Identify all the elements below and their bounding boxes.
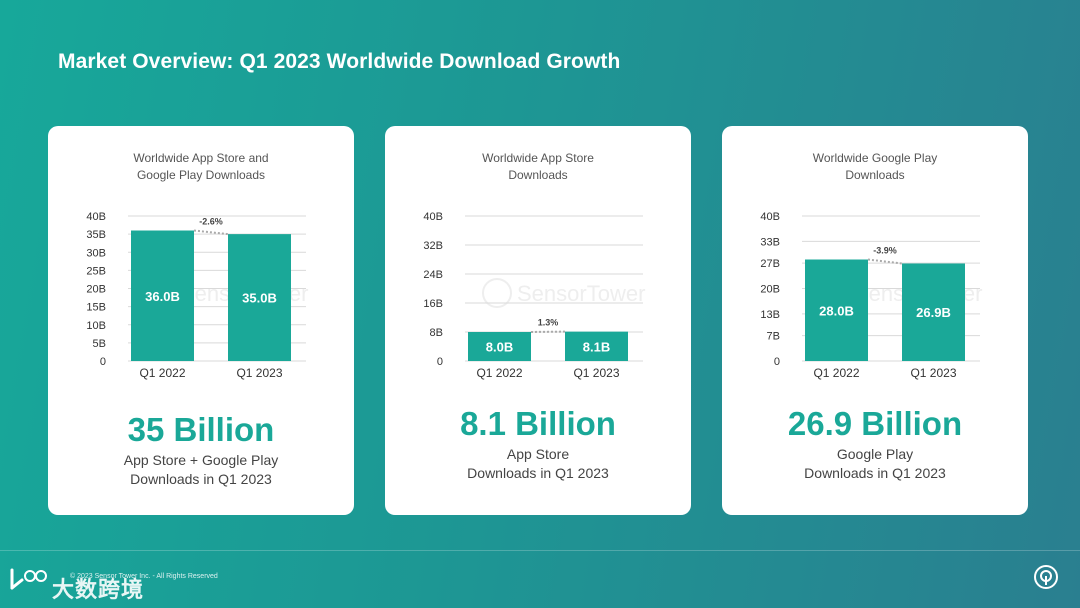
- change-connector: [193, 229, 229, 236]
- watermark-text: SensorTower: [517, 281, 645, 306]
- y-tick-label: 0: [100, 356, 106, 368]
- subtitle: Google Play Downloads in Q1 2023: [722, 445, 1028, 483]
- brand-logo-icon: [10, 568, 47, 590]
- page-title: Market Overview: Q1 2023 Worldwide Downl…: [58, 50, 621, 73]
- y-tick-label: 0: [774, 356, 780, 368]
- x-tick-label: Q1 2023: [910, 366, 956, 380]
- y-tick-label: 8B: [430, 327, 443, 339]
- change-label: -2.6%: [199, 217, 223, 227]
- subtitle: App Store + Google Play Downloads in Q1 …: [48, 451, 354, 489]
- watermark-icon: [482, 278, 512, 308]
- bar-data-label: 8.0B: [486, 340, 513, 355]
- chart-heading: Worldwide App Store Downloads: [385, 150, 691, 184]
- subtitle-line-1: App Store + Google Play: [123, 452, 279, 468]
- chart-heading-line-2: Downloads: [845, 168, 905, 182]
- bar-data-label: 8.1B: [583, 339, 610, 354]
- subtitle-line-2: Downloads in Q1 2023: [130, 471, 272, 487]
- chart-heading-line-1: Worldwide App Store: [482, 151, 594, 165]
- bar-data-label: 35.0B: [242, 291, 277, 306]
- big-number: 35 Billion: [127, 411, 275, 448]
- x-tick-label: Q1 2022: [139, 366, 185, 380]
- y-tick-label: 40B: [760, 211, 780, 223]
- chart-heading-line-1: Worldwide App Store and: [133, 151, 269, 165]
- change-label: -3.9%: [873, 246, 897, 256]
- chart-heading: Worldwide App Store and Google Play Down…: [48, 150, 354, 184]
- bar: [228, 234, 291, 361]
- y-tick-label: 20B: [86, 284, 106, 296]
- subtitle-line-2: Downloads in Q1 2023: [467, 465, 609, 481]
- bar-data-label: 36.0B: [145, 289, 180, 304]
- big-number: 8.1 Billion: [460, 405, 616, 442]
- subtitle-line-1: App Store: [506, 446, 570, 462]
- subtitle-line-1: Google Play: [836, 446, 914, 462]
- y-tick-label: 5B: [93, 338, 106, 350]
- chart-heading-line-2: Google Play Downloads: [136, 168, 266, 182]
- bar: [468, 332, 531, 361]
- bar: [902, 263, 965, 361]
- bar-data-label: 26.9B: [916, 305, 951, 320]
- y-tick-label: 0: [437, 356, 443, 368]
- y-tick-label: 7B: [767, 331, 780, 343]
- subtitle: App Store Downloads in Q1 2023: [385, 445, 691, 483]
- bar-data-label: 28.0B: [819, 303, 854, 318]
- sensor-tower-logo-icon: [1034, 565, 1058, 589]
- bar: [805, 259, 868, 361]
- change-connector: [867, 258, 903, 265]
- bar: [565, 331, 628, 361]
- big-number: 26.9 Billion: [787, 405, 963, 442]
- chart-heading: Worldwide Google Play Downloads: [722, 150, 1028, 184]
- copyright-text: © 2023 Sensor Tower Inc. - All Rights Re…: [70, 573, 218, 580]
- change-label: 1.3%: [538, 318, 559, 328]
- y-tick-label: 16B: [423, 298, 443, 310]
- x-tick-label: Q1 2022: [476, 366, 522, 380]
- y-tick-label: 32B: [423, 240, 443, 252]
- bar-chart-total: SensorTower05B10B15B20B25B30B35B40B36.0B…: [86, 211, 308, 380]
- x-tick-label: Q1 2023: [573, 366, 619, 380]
- chart-card-app-store: Worldwide App Store Downloads SensorTowe…: [385, 126, 691, 515]
- y-tick-label: 13B: [760, 309, 780, 321]
- y-tick-label: 27B: [760, 258, 780, 270]
- chart-heading-line-1: Worldwide Google Play: [812, 151, 938, 165]
- x-tick-label: Q1 2023: [236, 366, 282, 380]
- y-tick-label: 35B: [86, 229, 106, 241]
- bar-chart-app-store: SensorTower 0 8B 16B 24B 32B 40B 8.0B Q1 2022 8.1…: [423, 211, 645, 380]
- chart-card-total: Worldwide App Store and Google Play Down…: [48, 126, 354, 515]
- y-tick-label: 40B: [423, 211, 443, 223]
- subtitle-line-2: Downloads in Q1 2023: [804, 465, 946, 481]
- footer-divider: [0, 550, 1080, 551]
- y-tick-label: 40B: [86, 211, 106, 223]
- y-tick-label: 15B: [86, 302, 106, 314]
- y-tick-label: 24B: [423, 269, 443, 281]
- y-tick-label: 30B: [86, 247, 106, 259]
- bar: [131, 230, 194, 361]
- y-tick-label: 10B: [86, 320, 106, 332]
- y-tick-label: 20B: [760, 284, 780, 296]
- y-tick-label: 25B: [86, 265, 106, 277]
- y-tick-label: 33B: [760, 236, 780, 248]
- chart-heading-line-2: Downloads: [508, 168, 568, 182]
- chart-card-google-play: Worldwide Google Play Downloads SensorTo…: [722, 126, 1028, 515]
- x-tick-label: Q1 2022: [813, 366, 859, 380]
- brand-name-cn: 大数跨境: [52, 577, 145, 602]
